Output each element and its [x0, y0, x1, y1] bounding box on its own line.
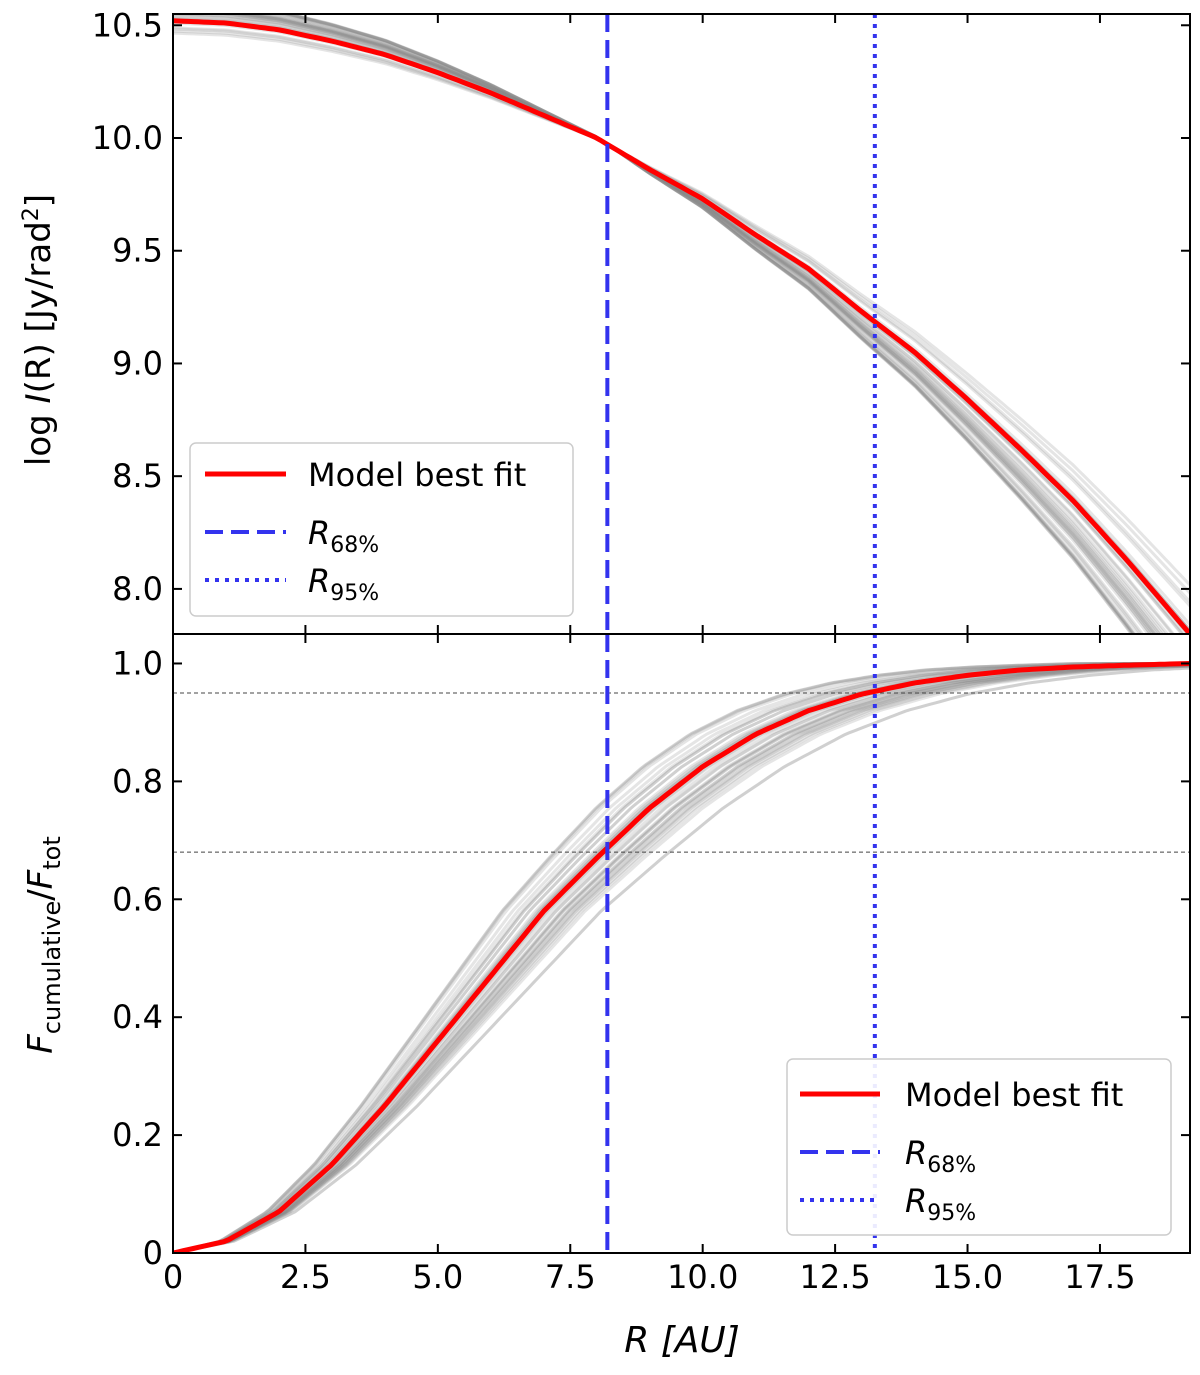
bottom-legend: Model best fit R68% R95%: [786, 1058, 1172, 1236]
legend-best-fit-label: Model best fit: [308, 456, 526, 494]
top-y-tick-label: 8.5: [112, 457, 163, 495]
top-sample-curve: [265, 14, 1143, 634]
top-y-tick-label: 10.0: [92, 119, 163, 157]
bottom-sample-curve: [173, 662, 1190, 1253]
bottom-sample-curve: [173, 664, 1190, 1253]
top-sample-curve: [186, 14, 1164, 634]
top-sample-curve: [280, 14, 1137, 634]
bottom-sample-curve: [173, 663, 1190, 1253]
legend-r95-label: R95%: [308, 562, 379, 606]
top-y-tick-label: 10.5: [92, 6, 163, 44]
bottom-sample-curve: [173, 663, 1190, 1253]
bottom-sample-curve: [173, 666, 1190, 1253]
bottom-y-tick-label: 0.8: [112, 762, 163, 800]
top-sample-curve: [241, 14, 1153, 634]
top-sample-curves: [173, 14, 1190, 634]
top-sample-curve: [261, 14, 1145, 634]
bottom-x-tick-label: 2.5: [280, 1258, 331, 1296]
top-legend: Model best fit R68% R95%: [189, 442, 574, 617]
legend-r68-label: R68%: [905, 1134, 976, 1178]
bottom-x-tick-label: 15.0: [932, 1258, 1003, 1296]
bottom-panel: 0 0.2 0.4 0.6 0.8 1.0 0 2.5 5.0 7.5 10.0 12.5 15.0 1…: [21, 634, 1190, 1361]
bottom-y-tick-label: 1.0: [112, 644, 163, 682]
bottom-sample-curve: [173, 664, 1190, 1253]
top-y-tick-label: 8.0: [112, 570, 163, 608]
bottom-x-axis-ticks: 0 2.5 5.0 7.5 10.0 12.5 15.0 17.5: [163, 634, 1136, 1296]
bottom-y-tick-label: 0.6: [112, 880, 163, 918]
bottom-sample-curve: [173, 662, 1190, 1253]
top-sample-curve: [223, 14, 1159, 634]
legend-r95-label: R95%: [905, 1182, 976, 1226]
top-sample-curve: [230, 14, 1157, 634]
bottom-sample-curve: [173, 662, 1190, 1253]
bottom-sample-curve: [173, 663, 1190, 1253]
legend-best-fit-label: Model best fit: [905, 1076, 1123, 1114]
bottom-sample-curve: [173, 663, 1190, 1253]
top-y-axis-ticks: 8.0 8.5 9.0 9.5 10.0 10.5: [92, 6, 1190, 608]
top-sample-curve: [208, 14, 1161, 634]
bottom-sample-curve: [173, 662, 1190, 1253]
top-sample-curve: [282, 14, 1135, 634]
top-y-axis-label: log I(R) [Jy/rad2]: [19, 194, 59, 466]
bottom-sample-curve: [173, 663, 1190, 1253]
top-sample-curve: [173, 31, 1190, 587]
legend-r68-label: R68%: [308, 514, 379, 558]
bottom-x-tick-label: 17.5: [1064, 1258, 1135, 1296]
bottom-x-tick-label: 10.0: [667, 1258, 738, 1296]
bottom-sample-curve: [173, 665, 1190, 1253]
top-sample-curve: [280, 14, 1136, 634]
bottom-y-tick-label: 0: [143, 1234, 163, 1272]
bottom-sample-curve: [173, 664, 1190, 1253]
top-sample-curve: [236, 14, 1155, 634]
bottom-sample-curve: [173, 662, 1190, 1253]
bottom-axes-frame: [172, 633, 1191, 1254]
bottom-sample-curve: [173, 663, 1190, 1253]
bottom-sample-curve: [173, 664, 1190, 1253]
bottom-sample-curve: [173, 662, 1190, 1253]
top-sample-curve: [282, 14, 1135, 634]
bottom-sample-curve: [173, 662, 1190, 1253]
top-panel: 8.08.59.09.510.010.5 log I(R) [Jy/rad2] …: [19, 6, 1190, 634]
top-sample-curve: [241, 14, 1153, 634]
bottom-sample-curve: [173, 662, 1190, 1253]
top-y-tick-label: 9.5: [112, 232, 163, 270]
top-sample-curve: [173, 29, 1190, 595]
bottom-y-tick-label: 0.2: [112, 1116, 163, 1154]
bottom-x-tick-label: 12.5: [799, 1258, 870, 1296]
bottom-x-tick-label: 7.5: [545, 1258, 596, 1296]
bottom-sample-curve: [173, 662, 1190, 1253]
bottom-sample-curve: [173, 662, 1190, 1253]
bottom-y-axis-label: Fcumulative/Ftot: [21, 836, 66, 1054]
top-sample-curve: [247, 14, 1150, 634]
top-best-fit-line: [173, 18, 1190, 634]
bottom-x-tick-label: 5.0: [412, 1258, 463, 1296]
top-sample-curve: [271, 14, 1141, 634]
top-y-tick-label: 9.0: [112, 344, 163, 382]
bottom-y-tick-label: 0.4: [112, 998, 163, 1036]
bottom-y-axis-ticks: 0 0.2 0.4 0.6 0.8 1.0: [112, 644, 1190, 1272]
bottom-sample-curve: [173, 663, 1190, 1253]
top-sample-curve: [280, 14, 1136, 634]
bottom-sample-curve: [173, 663, 1190, 1253]
top-sample-curve: [230, 14, 1157, 634]
bottom-sample-curve: [173, 662, 1190, 1253]
top-sample-curve: [201, 14, 1162, 634]
bottom-best-fit-line: [173, 661, 1190, 1253]
x-axis-label: R [AU]: [624, 1320, 740, 1361]
bottom-sample-curve: [173, 666, 1190, 1253]
top-sample-curve: [284, 14, 1134, 634]
bottom-sample-curve: [173, 664, 1190, 1253]
top-sample-curve: [233, 14, 1156, 634]
top-sample-curve: [284, 14, 1134, 634]
bottom-x-tick-label: 0: [163, 1258, 183, 1296]
